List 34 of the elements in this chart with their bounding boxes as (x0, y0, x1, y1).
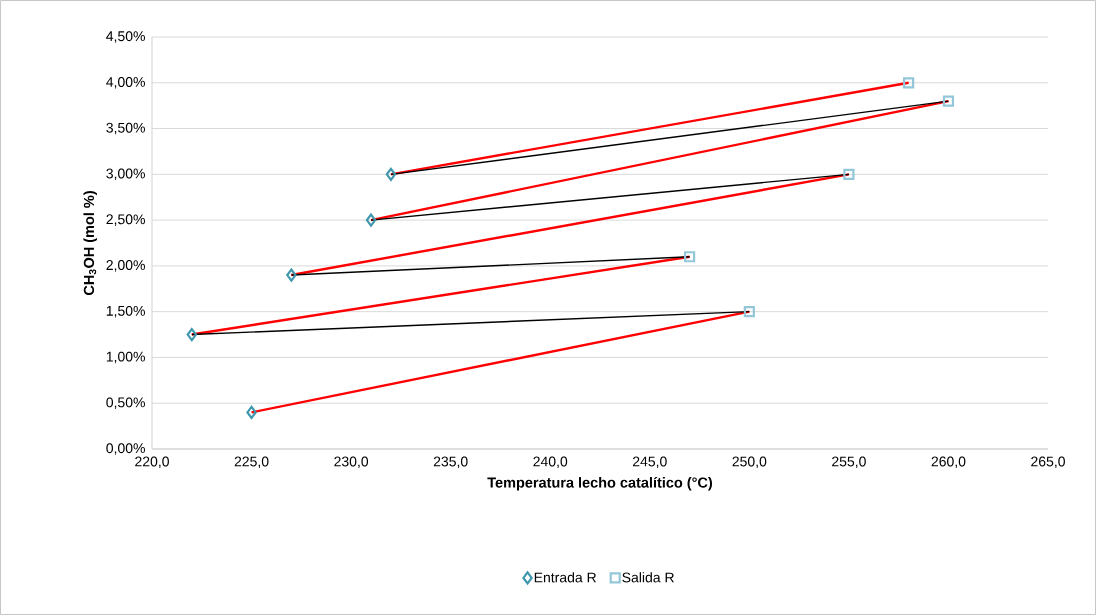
y-tick-label: 3,00% (106, 168, 145, 181)
x-tick-label: 230,0 (334, 456, 369, 469)
point (843, 168, 855, 180)
x-tick-label: 250,0 (732, 456, 767, 469)
point (903, 77, 915, 89)
legend-label: Salida R (622, 572, 674, 583)
y-tick-label: 1,50% (106, 305, 145, 318)
y-tick-label: 2,00% (106, 260, 145, 272)
y-axis-title: CH$_{3}$OH (mol %) (83, 191, 97, 296)
x-tick-label: 255,0 (832, 456, 866, 469)
point (385, 167, 397, 181)
point (743, 306, 755, 318)
y-tick-label: 2,50% (106, 214, 145, 226)
y-tick-label: 3,50% (106, 122, 145, 135)
point (186, 327, 198, 342)
y-tick-label: 4,50% (106, 31, 145, 43)
y-tick-label: 0,00% (106, 443, 145, 455)
point (684, 251, 696, 263)
x-tick-label: 240,0 (533, 456, 568, 469)
x-tick-label: 260,0 (931, 456, 966, 469)
x-tick-label: 235,0 (433, 456, 468, 469)
x-tick-label: 220,0 (135, 456, 169, 469)
x-tick-label: 265,0 (1031, 456, 1065, 469)
x-tick-label: 225,0 (234, 456, 269, 469)
legend-label: Entrada R (534, 572, 597, 583)
point (246, 405, 257, 419)
x-axis-title: Temperatura lecho catalítico (°C) (487, 476, 713, 491)
x-tick-label: 245,0 (632, 456, 667, 469)
point (286, 268, 297, 282)
point (365, 213, 377, 227)
y-tick-label: 4,00% (106, 76, 145, 89)
y-tick-label: 0,50% (106, 397, 145, 410)
y-tick-label: 1,00% (106, 351, 145, 364)
point (942, 95, 955, 107)
